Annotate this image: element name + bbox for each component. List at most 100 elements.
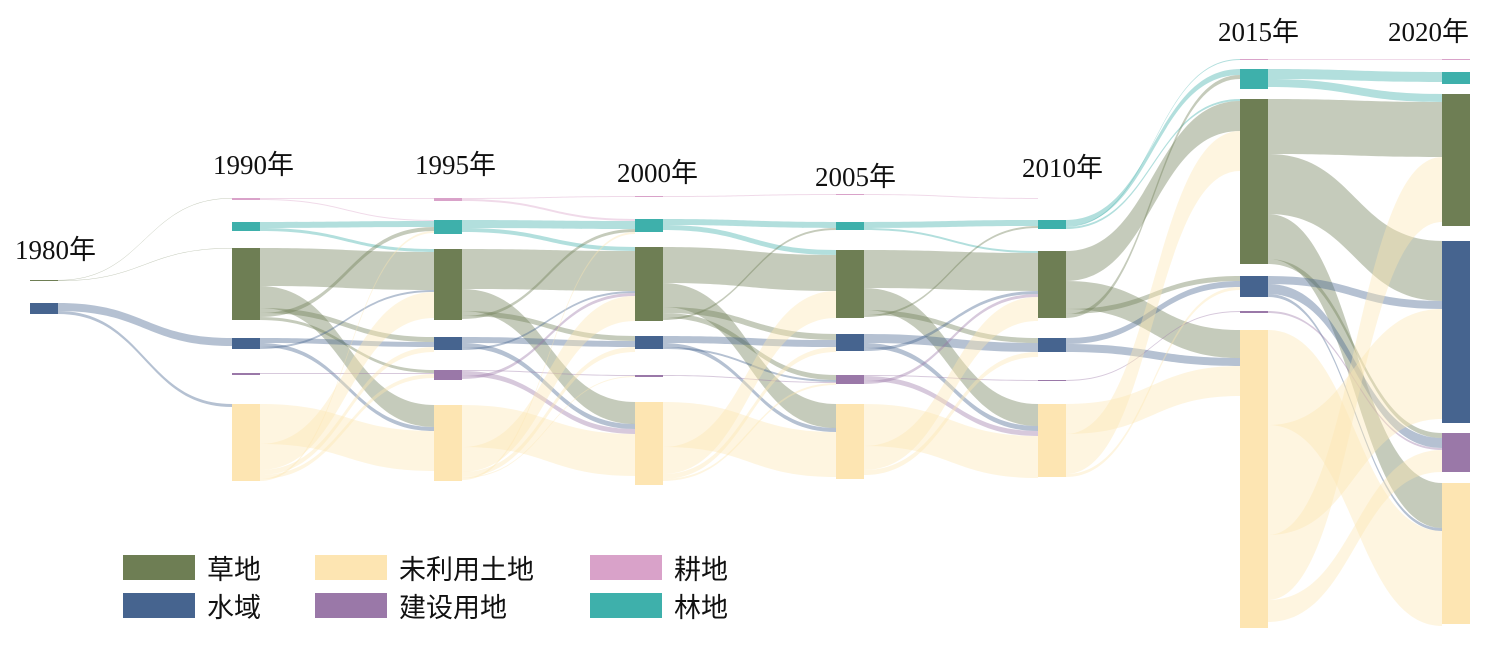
link-grassland-to-unused — [663, 283, 836, 428]
node-unused-1990 — [232, 404, 260, 481]
link-grassland-to-water — [864, 310, 1038, 343]
link-unused-to-construction — [663, 383, 836, 481]
legend-item-water: 水域 — [123, 586, 261, 625]
link-water-to-unused — [462, 343, 635, 429]
legend-swatch — [315, 555, 387, 580]
node-construction-2020 — [1442, 433, 1470, 472]
link-water-to-construction — [1268, 284, 1442, 448]
node-forest-2020 — [1442, 72, 1470, 84]
link-water-to-unused — [1066, 344, 1240, 366]
link-unused-to-water — [663, 347, 836, 479]
link-water-to-water — [1268, 276, 1442, 309]
link-forest-to-forest — [663, 219, 836, 228]
node-cropland-2005 — [836, 194, 864, 195]
link-construction-to-construction — [663, 375, 836, 383]
legend-item-unused-land: 未利用土地 — [315, 548, 534, 587]
link-water-to-grassland — [260, 290, 434, 349]
legend-item-cropland: 耕地 — [590, 548, 728, 587]
node-forest-2005 — [836, 222, 864, 230]
node-grassland-1980 — [30, 280, 58, 281]
link-water-to-grassland — [462, 291, 635, 350]
legend-label: 水域 — [207, 593, 261, 624]
node-unused-2000 — [635, 402, 663, 485]
legend-label: 林地 — [674, 593, 728, 624]
node-water-2020 — [1442, 241, 1470, 423]
node-grassland-1995 — [434, 249, 462, 320]
node-construction-2015 — [1240, 311, 1268, 313]
link-unused-to-unused — [864, 404, 1038, 478]
link-grassland-to-construction — [663, 313, 836, 380]
node-forest-2010 — [1038, 220, 1066, 229]
link-grassland-to-water — [1268, 154, 1442, 301]
link-unused-to-unused — [462, 405, 635, 476]
link-grassland-to-forest — [864, 226, 1038, 317]
link-unused-to-unused — [663, 402, 836, 477]
link-grassland-to-unused — [1268, 214, 1442, 528]
link-grassland-to-grassland — [1066, 101, 1240, 281]
link-water-to-construction — [663, 347, 836, 382]
link-construction-to-construction — [1066, 311, 1240, 381]
link-cropland-to-cropland — [462, 196, 635, 199]
legend-swatch — [590, 593, 662, 618]
link-forest-to-forest — [462, 220, 635, 229]
year-label-2010: 2010年 — [1022, 153, 1103, 183]
year-label-2015: 2015年 — [1218, 17, 1299, 47]
link-unused-to-forest — [462, 232, 635, 480]
link-unused-to-unused — [260, 404, 434, 471]
link-unused-to-water — [864, 352, 1038, 475]
node-forest-1990 — [232, 222, 260, 231]
link-unused-to-unused — [1066, 366, 1240, 434]
node-construction-2010 — [1038, 380, 1066, 381]
link-unused-to-grassland — [1268, 157, 1442, 600]
link-forest-to-grassland — [864, 228, 1038, 253]
node-grassland-2000 — [635, 247, 663, 321]
link-grassland-to-forest — [462, 229, 635, 319]
link-unused-to-grassland — [864, 297, 1038, 470]
link-grassland-to-cropland — [58, 198, 232, 281]
node-unused-2005 — [836, 404, 864, 479]
legend-swatch — [123, 593, 195, 618]
link-unused-to-construction — [462, 376, 635, 478]
link-forest-to-cropland — [1066, 59, 1240, 227]
legend-item-grassland: 草地 — [123, 548, 261, 587]
node-unused-1995 — [434, 405, 462, 481]
node-unused-2020 — [1442, 483, 1470, 624]
link-unused-to-construction — [1268, 450, 1442, 622]
link-construction-to-construction — [260, 373, 434, 374]
node-construction-2000 — [635, 375, 663, 377]
year-label-1980: 1980年 — [15, 235, 96, 265]
link-grassland-to-grassland — [1268, 99, 1442, 157]
link-construction-to-construction — [462, 370, 635, 376]
legend-label: 草地 — [207, 555, 261, 586]
legend-label: 耕地 — [674, 555, 728, 586]
link-grassland-to-water — [260, 308, 434, 342]
nodes-layer — [30, 59, 1470, 628]
node-grassland-1990 — [232, 248, 260, 320]
node-grassland-2015 — [1240, 99, 1268, 264]
link-water-to-water — [58, 303, 232, 346]
link-water-to-water — [260, 338, 434, 347]
link-grassland-to-grassland — [864, 250, 1038, 291]
node-cropland-2020 — [1442, 59, 1470, 60]
link-forest-to-grassland — [260, 228, 434, 252]
link-unused-to-water — [1066, 287, 1240, 477]
link-grassland-to-water — [462, 311, 635, 341]
node-cropland-2015 — [1240, 59, 1268, 60]
node-grassland-2005 — [836, 250, 864, 318]
node-water-2005 — [836, 334, 864, 351]
node-water-2000 — [635, 336, 663, 349]
year-label-1995: 1995年 — [415, 150, 496, 180]
year-label-1990: 1990年 — [213, 150, 294, 180]
legend-swatch — [590, 555, 662, 580]
link-grassland-to-construction — [1268, 259, 1442, 438]
link-grassland-to-water — [663, 307, 836, 340]
link-construction-to-grassland — [462, 293, 635, 379]
node-unused-2010 — [1038, 404, 1066, 477]
link-grassland-to-unused — [1066, 281, 1240, 358]
link-unused-to-construction — [260, 374, 434, 479]
node-forest-2000 — [635, 219, 663, 232]
link-water-to-water — [663, 336, 836, 347]
node-grassland-2010 — [1038, 251, 1066, 318]
link-construction-to-unused — [462, 371, 635, 434]
